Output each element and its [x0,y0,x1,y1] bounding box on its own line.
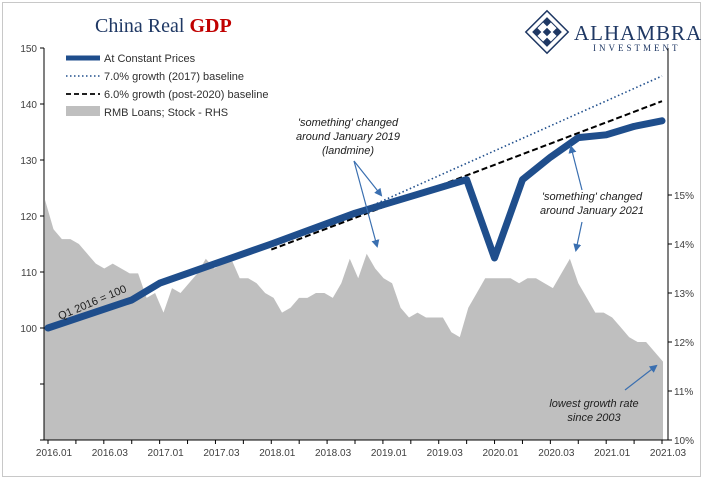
series-line-thick-solid [44,117,666,332]
legend-label-rmb: RMB Loans; Stock - RHS [104,107,228,119]
title-plain: China Real [95,15,189,37]
right-tick-label: 11% [674,387,693,398]
rmb-loans-area-layer [44,199,663,440]
legend-swatch-rmb [66,106,100,116]
x-tick-label: 2021.03 [650,448,687,459]
alhambra-logo-icon [524,9,570,55]
landmine-annotation-line1: 'something' changed [298,117,399,129]
legend-label-7pct: 7.0% growth (2017) baseline [104,71,244,83]
x-tick-label: 2021.01 [594,448,631,459]
right-axis-ticks: 10% 11% 12% 13% 14% 15% [668,191,694,447]
right-tick-label: 10% [674,436,694,447]
left-tick-label: 110 [21,268,37,279]
right-tick-label: 12% [674,338,694,349]
legend-label-gdp: At Constant Prices [104,53,196,65]
x-tick-label: 2020.01 [482,448,519,459]
x-tick-label: 2018.03 [315,448,352,459]
brand-name: ALHAMBRA [574,21,702,45]
title-highlight: GDP [189,15,231,37]
x-tick-label: 2016.01 [36,448,73,459]
landmine-annotation-line2: around January 2019 [296,131,400,143]
landmine-annotation-line3: (landmine) [322,145,374,157]
line-layer [44,75,666,332]
left-tick-label: 150 [20,44,37,55]
right-tick-label: 13% [674,289,694,300]
brand-sub: INVESTMENT [593,43,681,53]
x-axis-ticks: 2016.01 2016.03 2017.01 2017.03 2018.01 2018.… [36,440,687,459]
x-tick-label: 2017.01 [148,448,185,459]
x-tick-label: 2018.01 [259,448,296,459]
arrow-to-2021-area [573,221,583,252]
arrow-to-2019-area [353,160,380,248]
left-tick-label: 130 [20,156,37,167]
lowest-growth-annotation-line1: lowest growth rate [549,398,638,410]
x-tick-label: 2019.01 [371,448,408,459]
x-tick-label: 2016.03 [92,448,129,459]
left-tick-label: 100 [20,324,37,335]
arrow-to-lowest [624,364,658,391]
series-line-dashed [270,100,663,251]
left-axis-ticks: 100 110 120 130 140 150 [20,44,44,441]
legend: At Constant Prices 7.0% growth (2017) ba… [66,53,268,119]
lowest-growth-annotation-line2: since 2003 [567,412,621,424]
jan2021-annotation-line1: 'something' changed [542,191,643,203]
arrow-to-2019-line [353,160,383,197]
series-line-dotted [354,75,663,214]
jan2021-annotation-line2: around January 2021 [540,205,644,217]
rmb-loans-area [44,199,663,440]
left-tick-label: 120 [20,212,37,223]
right-tick-label: 15% [674,191,694,202]
legend-label-6pct: 6.0% growth (post-2020) baseline [104,89,268,101]
chart-title: China Real GDP [95,15,232,37]
annotation-arrows [353,145,658,391]
left-tick-label: 140 [20,100,37,111]
x-tick-label: 2017.03 [203,448,240,459]
right-tick-label: 14% [674,240,694,251]
arrow-to-2021-line [568,145,583,191]
x-tick-label: 2020.03 [538,448,575,459]
x-tick-label: 2019.03 [427,448,464,459]
